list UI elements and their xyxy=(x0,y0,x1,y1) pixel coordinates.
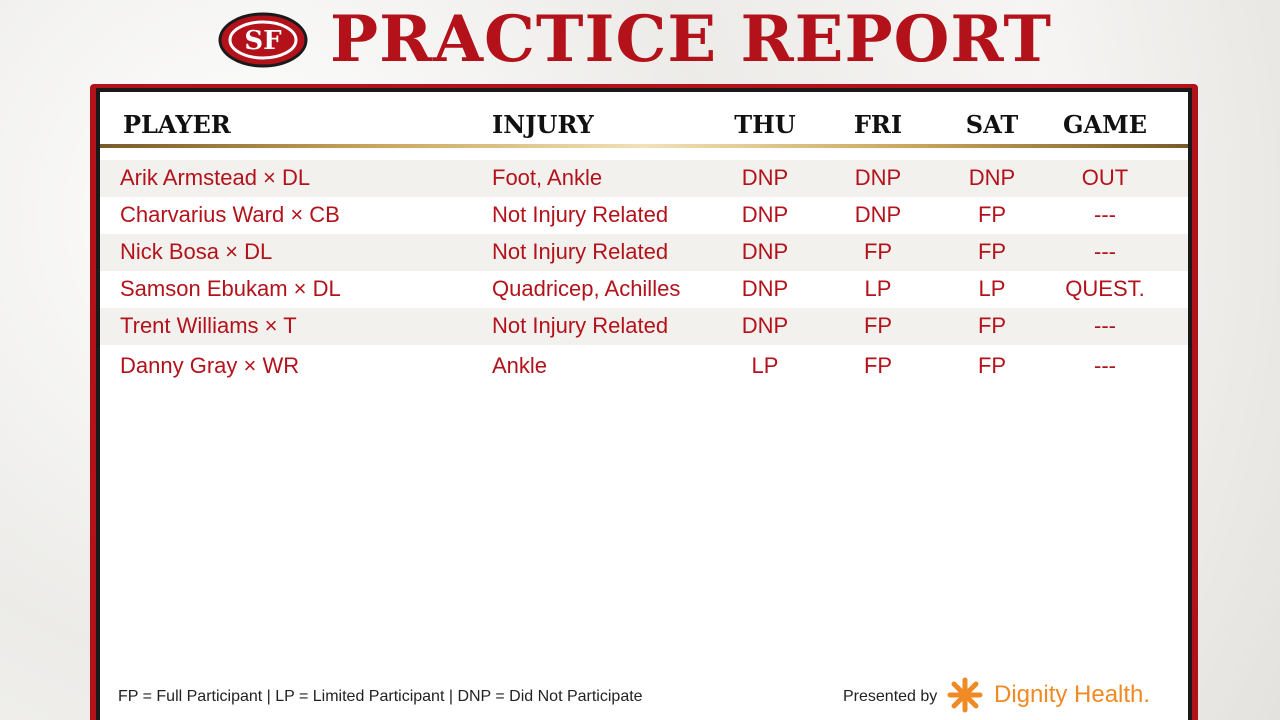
player: Arik Armstead × DL xyxy=(120,165,311,190)
injury: Foot, Ankle xyxy=(492,165,603,190)
sponsor: Dignity Health. xyxy=(994,681,1151,708)
injury: Ankle xyxy=(492,353,548,378)
status: QUEST. xyxy=(1065,276,1145,301)
status: DNP xyxy=(854,202,902,227)
player: Trent Williams × T xyxy=(120,313,297,338)
status: --- xyxy=(1094,313,1116,338)
status: --- xyxy=(1094,239,1116,264)
player: Samson Ebukam × DL xyxy=(120,276,341,301)
logo: SF xyxy=(218,12,308,68)
status: FP xyxy=(863,353,893,378)
column-header: PLAYER xyxy=(123,110,231,139)
status: DNP xyxy=(741,202,789,227)
status: DNP xyxy=(741,165,789,190)
status: FP xyxy=(863,239,893,264)
presented-by: Presented by xyxy=(843,688,938,705)
status: --- xyxy=(1094,202,1116,227)
status: DNP xyxy=(968,165,1016,190)
status: DNP xyxy=(741,313,789,338)
row-band xyxy=(100,160,1188,197)
status: DNP xyxy=(741,276,789,301)
status: LP xyxy=(751,353,779,378)
status: LP xyxy=(864,276,892,301)
injury: Not Injury Related xyxy=(492,313,669,338)
title: PRACTICE REPORT xyxy=(330,2,1052,77)
column-header: THU xyxy=(734,110,796,139)
status: FP xyxy=(977,313,1007,338)
column-header: INJURY xyxy=(492,110,594,139)
column-header: FRI xyxy=(853,110,903,139)
divider xyxy=(100,144,1188,148)
player: Nick Bosa × DL xyxy=(120,239,273,264)
row-band xyxy=(100,234,1188,271)
injury: Not Injury Related xyxy=(492,202,669,227)
sponsor-logo xyxy=(947,677,983,713)
row-band xyxy=(100,308,1188,345)
status: FP xyxy=(977,239,1007,264)
status: DNP xyxy=(741,239,789,264)
status: OUT xyxy=(1081,165,1129,190)
status: DNP xyxy=(854,165,902,190)
injury: Quadricep, Achilles xyxy=(492,276,681,301)
player: Danny Gray × WR xyxy=(120,353,300,378)
status: FP xyxy=(977,353,1007,378)
injury: Not Injury Related xyxy=(492,239,669,264)
column-header: GAME xyxy=(1063,110,1147,139)
column-header: SAT xyxy=(965,110,1019,139)
status: LP xyxy=(978,276,1006,301)
player: Charvarius Ward × CB xyxy=(120,202,340,227)
status: FP xyxy=(977,202,1007,227)
status: FP xyxy=(863,313,893,338)
legend: FP = Full Participant | LP = Limited Par… xyxy=(118,688,643,705)
status: --- xyxy=(1094,353,1116,378)
logo-text: SF xyxy=(244,26,282,56)
